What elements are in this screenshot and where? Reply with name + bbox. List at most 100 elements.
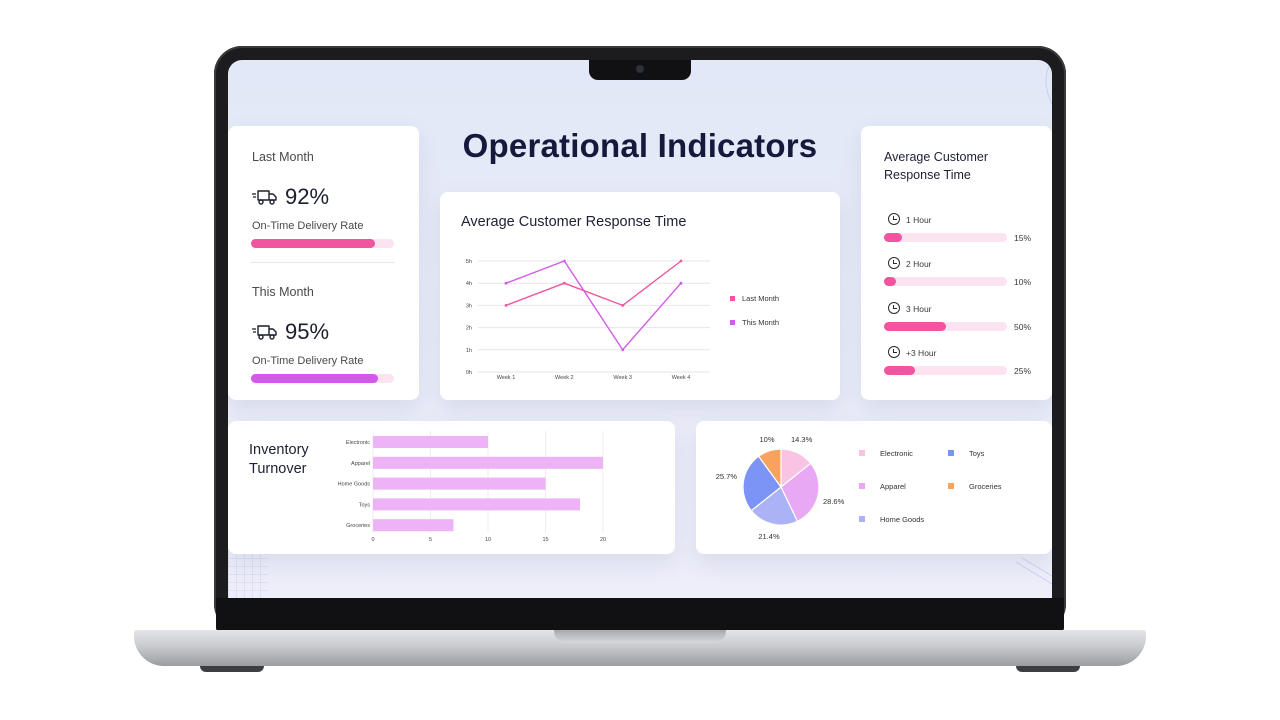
pie-slice — [757, 448, 782, 489]
clock-icon — [888, 302, 900, 314]
response-bucket-bar — [884, 322, 1007, 331]
response-bucket-pct: 25% — [1014, 366, 1032, 376]
pie-slice — [742, 455, 782, 512]
legend-label: Toys — [969, 449, 985, 458]
slice-label: 25.7% — [716, 472, 738, 481]
clock-icon — [888, 346, 900, 358]
response-bucket-label: +3 Hour — [906, 348, 937, 358]
y-tick-label: 0h — [466, 370, 472, 376]
last-month-label: Last Month — [252, 150, 314, 164]
laptop-opening-groove — [554, 630, 726, 643]
legend-label: This Month — [742, 318, 779, 327]
this-month-progress-fill — [251, 374, 379, 383]
legend-swatch — [859, 450, 865, 456]
laptop-bezel — [216, 598, 1064, 632]
legend-swatch — [859, 516, 865, 522]
this-month-value: 95% — [285, 319, 330, 344]
dashboard-screen: Operational Indicators Last Month 92% On… — [228, 60, 1052, 598]
y-tick-label: Toys — [359, 502, 371, 508]
legend-swatch — [948, 483, 954, 489]
legend-label: Apparel — [880, 482, 906, 491]
inventory-title-line1: Inventory — [249, 442, 309, 458]
data-point — [679, 259, 683, 263]
x-tick-label: Week 3 — [613, 375, 632, 381]
bar — [373, 456, 603, 469]
delivery-truck-icon — [252, 325, 277, 340]
last-month-progress-bar — [251, 239, 394, 248]
response-bucket-pct: 15% — [1014, 233, 1032, 243]
legend-swatch — [730, 296, 735, 301]
data-point — [679, 281, 683, 285]
camera-notch — [589, 60, 691, 80]
decorative-arc — [1045, 60, 1052, 104]
y-tick-label: 4h — [466, 281, 472, 287]
y-tick-label: 1h — [466, 348, 472, 354]
response-breakdown-title-line2: Response Time — [884, 168, 971, 182]
x-tick-label: 5 — [429, 537, 432, 543]
x-tick-label: Week 4 — [672, 375, 691, 381]
response-bucket-pct: 50% — [1014, 322, 1032, 332]
response-bucket-bar — [884, 277, 1007, 286]
x-tick-label: 10 — [485, 537, 491, 543]
response-breakdown-title: Average Customer Response Time — [884, 148, 988, 184]
laptop-foot-left — [200, 666, 264, 672]
this-month-kpi: 95% — [252, 319, 329, 345]
list-item: 3 Hour 50% — [884, 302, 1052, 340]
inventory-title: Inventory Turnover — [249, 441, 309, 479]
data-point — [621, 348, 625, 352]
x-tick-label: Week 1 — [497, 375, 516, 381]
laptop-foot-right — [1016, 666, 1080, 672]
slice-label: 14.3% — [791, 435, 813, 444]
y-tick-label: Home Goods — [338, 482, 371, 488]
response-breakdown-list: 1 Hour 15% 2 Hour 10% 3 Hour 50% — [884, 213, 1052, 395]
this-month-metric-label: On-Time Delivery Rate — [252, 355, 364, 367]
response-bucket-label: 2 Hour — [906, 259, 932, 269]
legend-swatch — [948, 450, 954, 456]
bar — [373, 436, 488, 448]
response-bucket-fill — [884, 322, 946, 331]
slice-label: 21.4% — [758, 532, 780, 541]
camera-icon — [636, 65, 644, 73]
delivery-truck-icon — [252, 190, 277, 205]
data-point — [621, 304, 625, 307]
list-item: 2 Hour 10% — [884, 257, 1052, 295]
legend-label: Groceries — [969, 482, 1002, 491]
response-time-chart-card: Average Customer Response Time 0h 1h 2h 3h 4… — [440, 192, 840, 400]
card-divider — [251, 262, 395, 263]
data-point — [504, 281, 508, 285]
data-point — [504, 304, 508, 307]
line-chart: 0h 1h 2h 3h 4h 5h Week 1 Week 2 Week 3 Week 4 Last… — [466, 259, 779, 381]
slice-label: 10% — [759, 435, 774, 444]
legend-label: Last Month — [742, 294, 779, 303]
legend-swatch — [730, 320, 735, 325]
last-month-metric-label: On-Time Delivery Rate — [252, 220, 364, 232]
pie-slice — [750, 486, 799, 526]
response-breakdown-title-line1: Average Customer — [884, 150, 988, 164]
legend-label: Electronic — [880, 449, 913, 458]
response-bucket-fill — [884, 366, 915, 375]
list-item: 1 Hour 15% — [884, 213, 1052, 251]
clock-icon — [888, 257, 900, 269]
bar — [373, 519, 454, 532]
response-bucket-fill — [884, 277, 897, 286]
last-month-progress-fill — [251, 239, 376, 248]
list-item: +3 Hour 25% — [884, 346, 1052, 384]
data-point — [562, 259, 566, 263]
y-tick-label: 2h — [466, 326, 472, 332]
response-bucket-pct: 10% — [1014, 277, 1032, 287]
y-tick-label: 3h — [466, 303, 472, 309]
y-tick-label: Groceries — [346, 523, 370, 529]
x-tick-label: 0 — [371, 537, 374, 543]
this-month-progress-bar — [251, 374, 394, 383]
x-tick-label: 20 — [600, 537, 606, 543]
decorative-lines — [1016, 558, 1052, 585]
pie-chart: 14.3% 28.6% 21.4% 25.7% 10% Electronic Apparel… — [716, 435, 1002, 541]
x-tick-label: Week 2 — [555, 375, 574, 381]
last-month-value: 92% — [285, 184, 330, 209]
legend-swatch — [859, 483, 865, 489]
response-bucket-fill — [884, 233, 903, 242]
line-chart-title: Average Customer Response Time — [461, 214, 687, 230]
slice-label: 28.6% — [823, 497, 845, 506]
y-tick-label: Apparel — [351, 461, 370, 467]
